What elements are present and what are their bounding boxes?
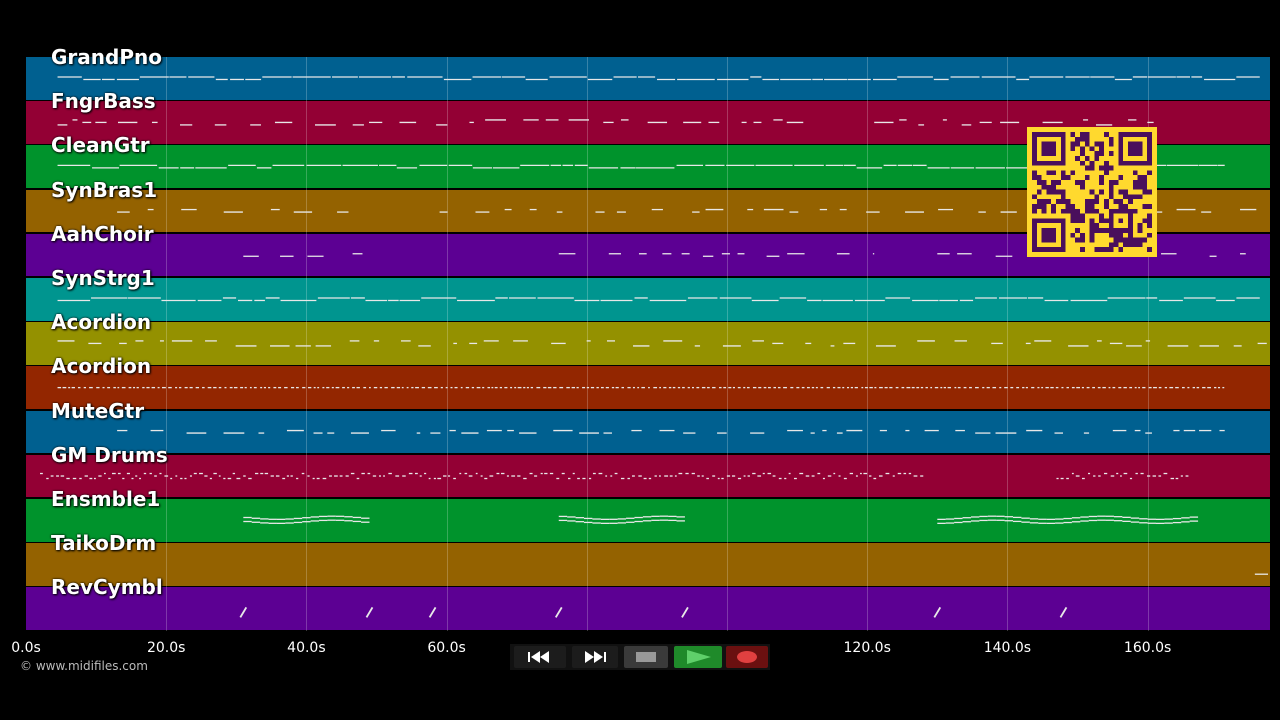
- track-label: GrandPno: [51, 45, 162, 69]
- track-label: Acordion: [51, 310, 152, 335]
- track-lane[interactable]: [26, 366, 1270, 410]
- track-label: CleanGtr: [51, 133, 150, 158]
- track-lane[interactable]: [26, 499, 1270, 542]
- play-icon: [687, 650, 711, 664]
- track-label: RevCymbl: [51, 575, 163, 600]
- tick-label: 160.0s: [1123, 640, 1172, 656]
- record-icon: [737, 651, 757, 663]
- track-label: FngrBass: [51, 89, 156, 114]
- tick-label: 20.0s: [146, 640, 186, 656]
- gridline: [1007, 57, 1009, 631]
- qr-code-image: [1032, 132, 1152, 252]
- tick-label: 140.0s: [983, 640, 1032, 656]
- tick-label: 40.0s: [287, 640, 326, 656]
- gridline: [867, 57, 869, 631]
- tick-label: 60.0s: [427, 640, 466, 656]
- gridline: [727, 57, 728, 631]
- record-button[interactable]: [726, 646, 768, 668]
- qr-code[interactable]: [1027, 127, 1157, 257]
- track-label: Acordion: [51, 354, 152, 379]
- track-label: MuteGtr: [51, 398, 145, 423]
- track-lane[interactable]: [26, 454, 1270, 498]
- fast-forward-button[interactable]: [572, 646, 618, 668]
- track-label: Ensmble1: [51, 487, 161, 511]
- track-lane[interactable]: [26, 543, 1270, 586]
- rewind-button[interactable]: [514, 646, 566, 668]
- track-label: GM Drums: [51, 442, 168, 467]
- track-label: SynBras1: [51, 177, 158, 202]
- rewind-icon: [528, 651, 549, 663]
- tick-label: 120.0s: [843, 640, 891, 656]
- gridline: [1147, 57, 1149, 631]
- track-label: AahChoir: [51, 221, 154, 246]
- transport-controls: [510, 644, 770, 670]
- gridline: [166, 57, 168, 631]
- track-label: SynStrg1: [51, 266, 155, 290]
- play-button[interactable]: [674, 646, 722, 668]
- track-lane[interactable]: [26, 322, 1270, 365]
- gridline: [306, 57, 308, 631]
- stop-button[interactable]: [624, 646, 668, 668]
- gridline: [586, 57, 588, 631]
- stop-icon: [636, 652, 656, 662]
- tick-label: 0.0s: [11, 640, 41, 656]
- track-lane[interactable]: [26, 410, 1270, 454]
- gridline: [446, 57, 448, 631]
- copyright-text: © www.midifiles.com: [20, 659, 148, 673]
- track-label: TaikoDrm: [51, 531, 157, 556]
- track-lane[interactable]: [26, 587, 1270, 631]
- track-lane[interactable]: [26, 278, 1270, 321]
- track-lane[interactable]: [26, 57, 1270, 100]
- fast-forward-icon: [585, 651, 606, 663]
